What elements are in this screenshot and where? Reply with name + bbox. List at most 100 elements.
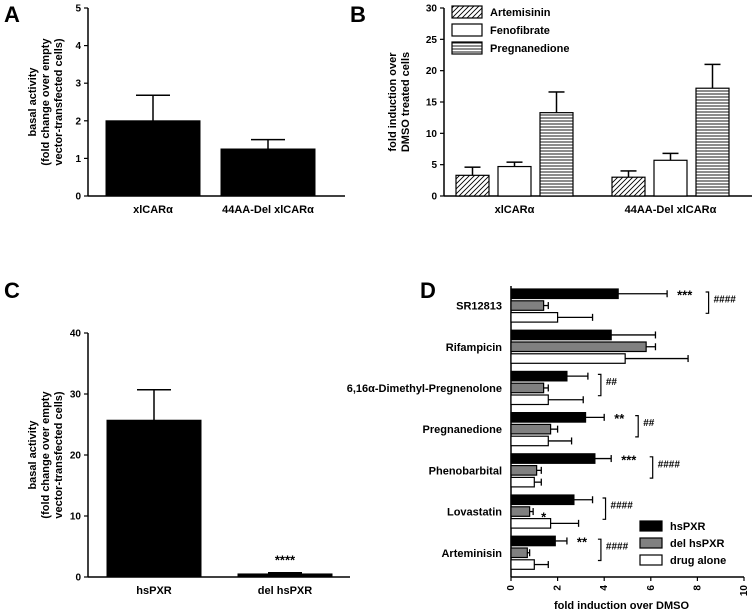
y-category-label: SR12813 bbox=[456, 301, 502, 313]
significance-marker: **** bbox=[275, 553, 296, 568]
y-category-label: Arteminisin bbox=[441, 548, 502, 560]
hash-marker: #### bbox=[714, 295, 737, 306]
chart-b: 0 5 10 15 20 25 30 fold induction over DMSO trea… bbox=[387, 4, 752, 216]
y-axis-label-line: DMSO treated cells bbox=[400, 52, 412, 152]
bar bbox=[510, 517, 552, 529]
bar bbox=[497, 165, 532, 197]
bar bbox=[510, 423, 552, 435]
y-category-label: Pregnanedione bbox=[423, 424, 502, 436]
hash-marker: ## bbox=[643, 418, 655, 429]
y-tick-label: 25 bbox=[426, 35, 438, 46]
bar bbox=[695, 87, 730, 197]
significance-bracket bbox=[649, 456, 654, 479]
bar bbox=[510, 535, 556, 547]
legend-label: Pregnanedione bbox=[490, 43, 569, 55]
y-axis-label-line: basal activity bbox=[27, 420, 39, 490]
significance-marker: ** bbox=[614, 411, 625, 426]
hash-marker: #### bbox=[611, 501, 634, 512]
panel-label-d: D bbox=[420, 278, 436, 303]
legend-swatch bbox=[639, 520, 663, 532]
significance-bracket bbox=[705, 291, 710, 314]
bar bbox=[510, 412, 587, 423]
x-tick-label: 6 bbox=[646, 585, 657, 591]
y-axis-label-line: (fold change over empty bbox=[40, 38, 52, 166]
y-category-label: 6,16α-Dimethyl-Pregnenolone bbox=[347, 383, 502, 395]
chart-a: 0 1 2 3 4 5 basal activity (fold change over em… bbox=[27, 4, 345, 216]
significance-bracket bbox=[597, 538, 602, 562]
x-category-label: hsPXR bbox=[136, 585, 172, 597]
significance-marker: *** bbox=[621, 452, 637, 467]
significance-bracket bbox=[635, 415, 639, 438]
bar bbox=[653, 159, 688, 197]
bar bbox=[510, 547, 528, 559]
y-tick-label: 20 bbox=[426, 66, 438, 77]
legend-label: Artemisinin bbox=[490, 7, 551, 19]
legend-swatch bbox=[451, 41, 483, 55]
x-tick-label: 0 bbox=[506, 585, 517, 591]
x-category-label: xlCARα bbox=[133, 204, 173, 216]
y-category-label: Lovastatin bbox=[447, 507, 502, 519]
bar bbox=[510, 341, 647, 353]
bar bbox=[510, 559, 535, 570]
x-tick-label: 2 bbox=[553, 585, 564, 591]
legend-label: del hsPXR bbox=[670, 538, 724, 550]
legend-label: drug alone bbox=[670, 555, 726, 567]
y-tick-label: 0 bbox=[75, 573, 81, 584]
y-category-label: Rifampicin bbox=[446, 342, 503, 354]
y-category-label: Phenobarbital bbox=[429, 465, 502, 477]
bar bbox=[237, 573, 333, 578]
bar bbox=[510, 353, 626, 364]
bar bbox=[510, 312, 559, 323]
bar bbox=[510, 329, 612, 341]
y-axis-label-line: vector-transfected cells) bbox=[53, 38, 65, 165]
panel-label-c: C bbox=[4, 278, 20, 303]
y-tick-label: 3 bbox=[75, 79, 81, 90]
legend-swatch bbox=[639, 537, 663, 549]
y-tick-label: 4 bbox=[75, 41, 81, 52]
panel-label-b: B bbox=[350, 2, 366, 27]
y-tick-label: 2 bbox=[75, 116, 81, 127]
bar bbox=[510, 394, 549, 406]
legend-label: hsPXR bbox=[670, 521, 706, 533]
bar bbox=[510, 382, 545, 394]
significance-marker: *** bbox=[677, 288, 693, 303]
y-axis-label-line: fold induction over bbox=[387, 52, 399, 152]
x-category-label: 44AA-Del xlCARα bbox=[222, 204, 314, 216]
y-tick-label: 5 bbox=[75, 4, 81, 15]
y-tick-label: 40 bbox=[70, 329, 82, 340]
x-tick-label: 4 bbox=[599, 585, 610, 591]
panel-label-a: A bbox=[4, 2, 20, 27]
x-category-label: del hsPXR bbox=[258, 585, 312, 597]
significance-bracket bbox=[597, 373, 602, 397]
y-tick-label: 30 bbox=[70, 390, 82, 401]
bar bbox=[510, 288, 619, 300]
bar bbox=[510, 300, 545, 311]
bar bbox=[106, 419, 202, 578]
hash-marker: #### bbox=[606, 542, 629, 553]
y-tick-label: 20 bbox=[70, 451, 82, 462]
x-axis-label: fold induction over DMSO bbox=[554, 600, 689, 612]
bar bbox=[510, 494, 575, 506]
bar bbox=[510, 370, 568, 382]
bar bbox=[510, 465, 538, 476]
chart-c: 0 10 20 30 40 basal activity (fold change over… bbox=[27, 329, 350, 597]
legend-label: Fenofibrate bbox=[490, 25, 550, 37]
y-tick-label: 10 bbox=[426, 129, 438, 140]
y-tick-label: 15 bbox=[426, 98, 438, 109]
y-axis-label-line: (fold change over empty bbox=[40, 391, 52, 519]
bar bbox=[455, 174, 490, 197]
x-category-label: 44AA-Del xlCARα bbox=[625, 204, 717, 216]
y-tick-label: 5 bbox=[431, 160, 437, 171]
bar bbox=[220, 148, 316, 197]
y-tick-label: 30 bbox=[426, 4, 438, 15]
significance-marker: ** bbox=[577, 535, 588, 550]
significance-marker: * bbox=[541, 509, 547, 524]
y-axis-label-line: vector-transfected cells) bbox=[53, 391, 65, 518]
y-tick-label: 10 bbox=[70, 512, 82, 523]
legend-swatch bbox=[451, 5, 483, 19]
bar bbox=[105, 120, 201, 197]
hash-marker: ## bbox=[606, 377, 618, 388]
significance-bracket bbox=[602, 497, 607, 520]
